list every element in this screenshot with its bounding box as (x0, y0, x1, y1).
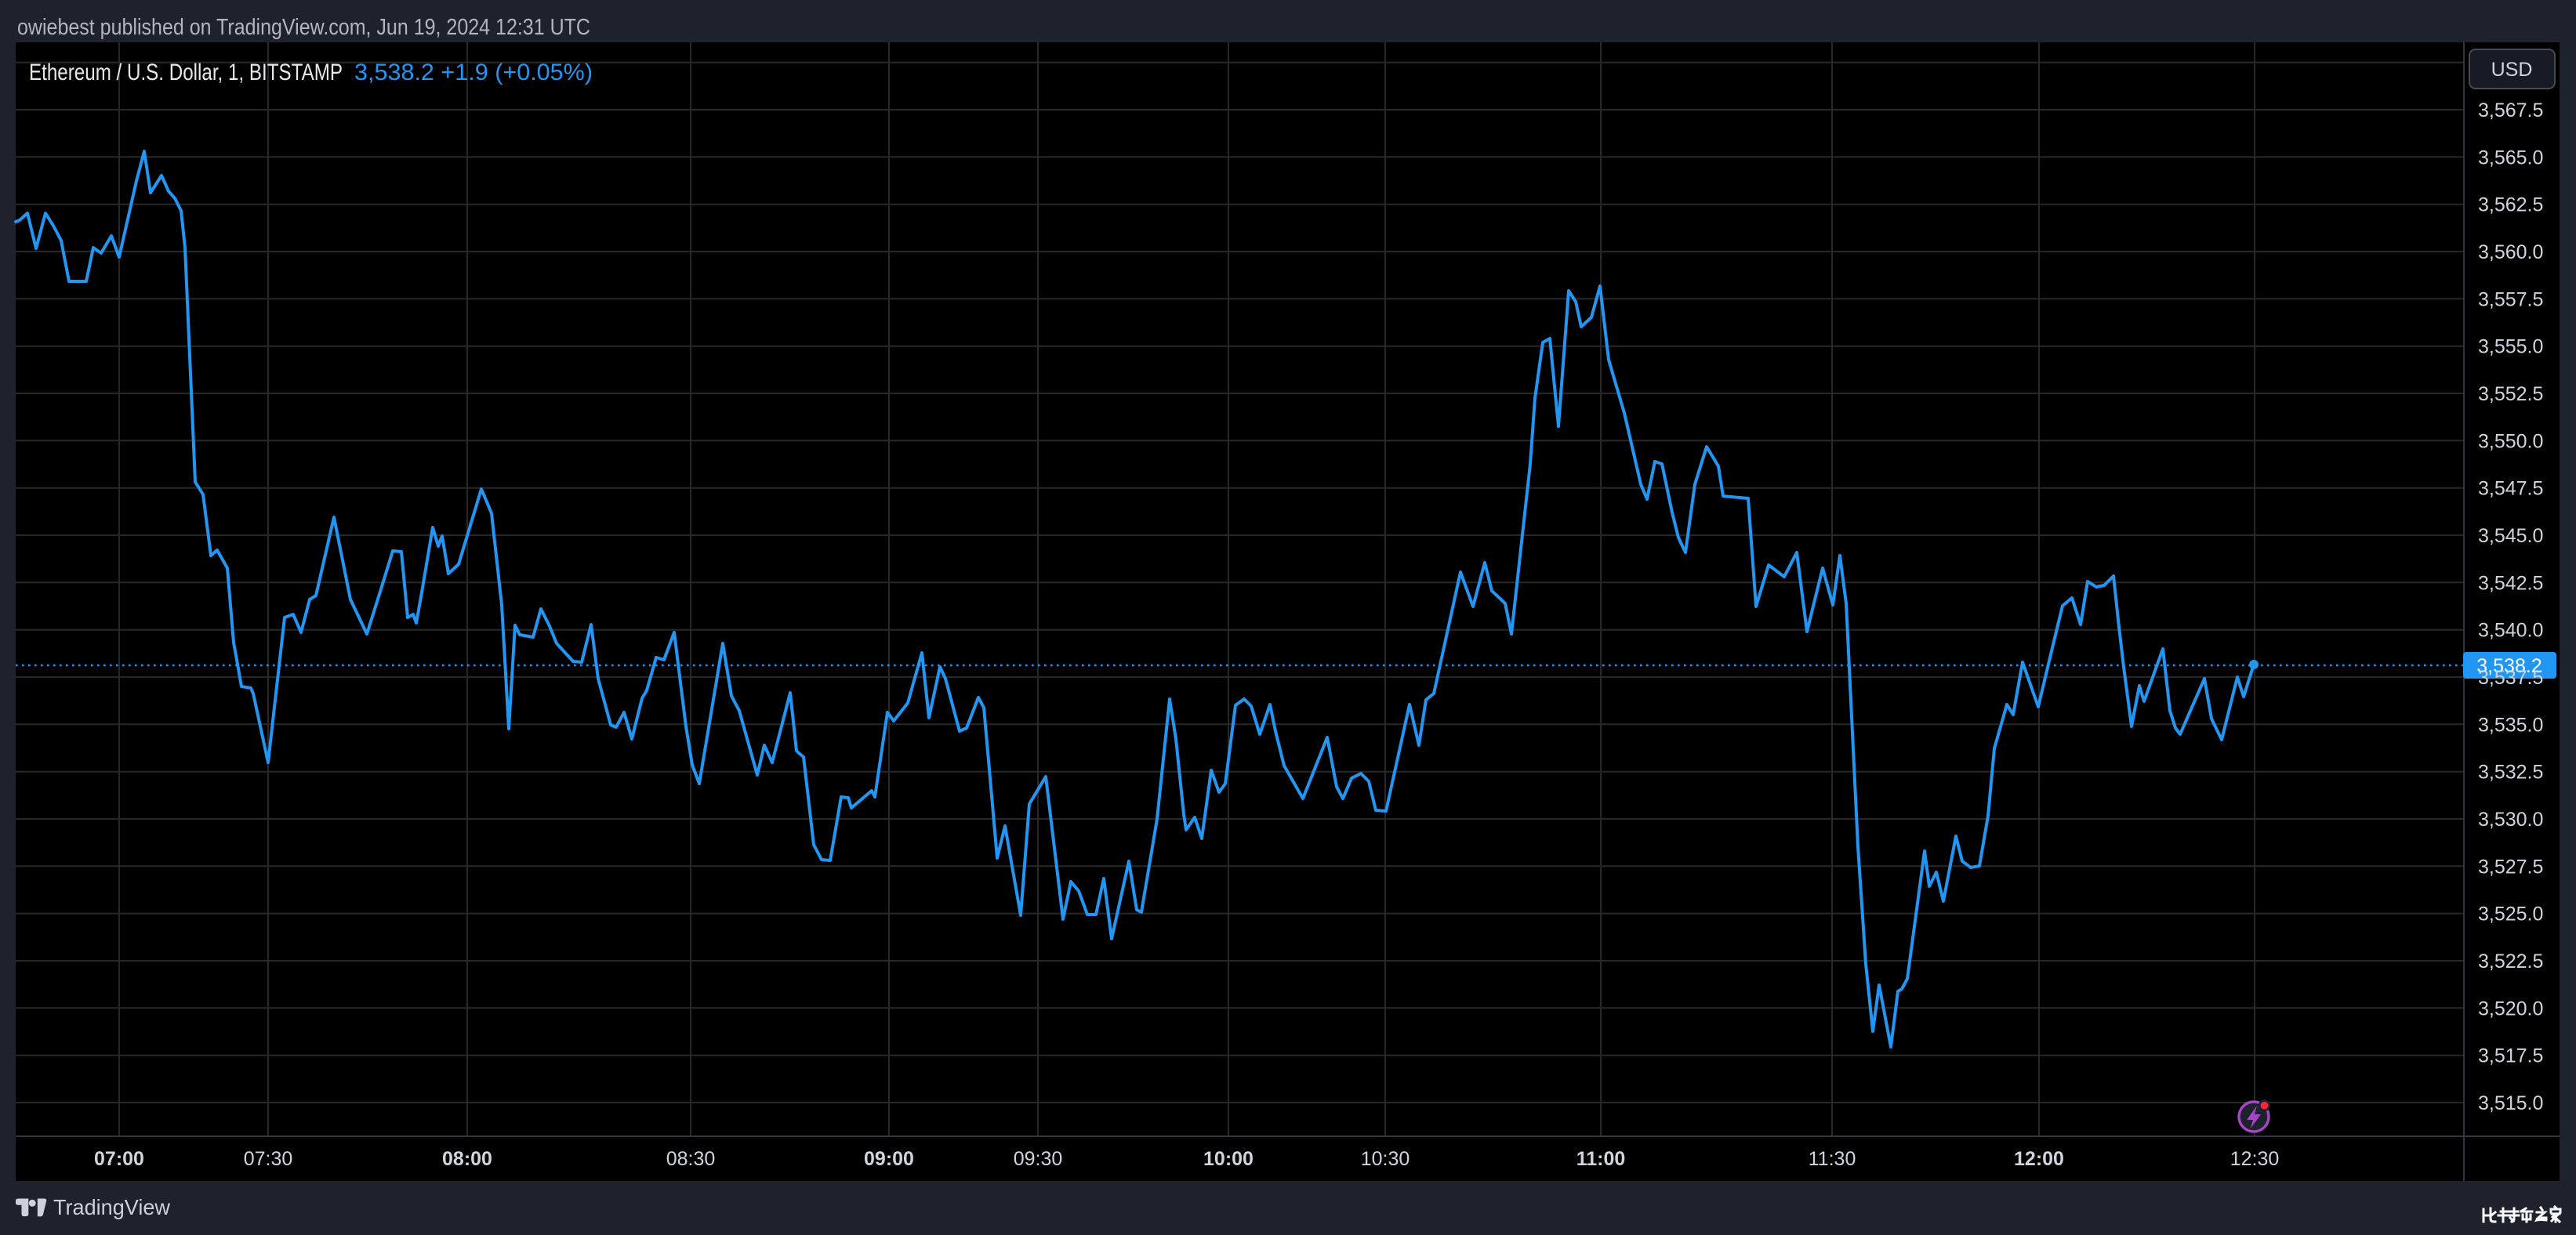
svg-text:3,545.0: 3,545.0 (2478, 525, 2543, 547)
svg-text:3,540.0: 3,540.0 (2478, 620, 2543, 642)
svg-text:USD: USD (2491, 59, 2533, 81)
svg-text:3,537.5: 3,537.5 (2478, 667, 2543, 689)
svg-text:3,525.0: 3,525.0 (2478, 904, 2543, 925)
svg-text:3,542.5: 3,542.5 (2478, 572, 2543, 594)
svg-text:3,565.0: 3,565.0 (2478, 147, 2543, 168)
svg-text:3,522.5: 3,522.5 (2478, 951, 2543, 972)
svg-text:3,538.2: 3,538.2 (2476, 655, 2542, 677)
svg-text:3,552.5: 3,552.5 (2478, 383, 2543, 405)
svg-text:3,550.0: 3,550.0 (2478, 430, 2543, 452)
svg-text:3,555.0: 3,555.0 (2478, 336, 2543, 358)
svg-text:08:00: 08:00 (442, 1148, 492, 1170)
svg-text:3,527.5: 3,527.5 (2478, 856, 2543, 878)
svg-text:TradingView: TradingView (53, 1195, 171, 1219)
svg-text:3,557.5: 3,557.5 (2478, 288, 2543, 310)
svg-text:12:30: 12:30 (2230, 1148, 2280, 1170)
svg-text:09:00: 09:00 (864, 1148, 914, 1170)
svg-text:07:30: 07:30 (244, 1148, 293, 1170)
svg-text:3,567.5: 3,567.5 (2478, 100, 2543, 121)
svg-text:3,532.5: 3,532.5 (2478, 762, 2543, 784)
svg-text:10:00: 10:00 (1203, 1148, 1254, 1170)
svg-text:3,530.0: 3,530.0 (2478, 809, 2543, 831)
svg-text:07:00: 07:00 (94, 1148, 144, 1170)
svg-text:10:30: 10:30 (1361, 1148, 1410, 1170)
svg-text:3,535.0: 3,535.0 (2478, 714, 2543, 736)
svg-text:08:30: 08:30 (666, 1148, 716, 1170)
svg-text:09:30: 09:30 (1014, 1148, 1063, 1170)
svg-text:3,517.5: 3,517.5 (2478, 1045, 2543, 1067)
svg-text:3,520.0: 3,520.0 (2478, 998, 2543, 1020)
svg-text:3,515.0: 3,515.0 (2478, 1092, 2543, 1114)
svg-text:Ethereum / U.S. Dollar, 1, BIT: Ethereum / U.S. Dollar, 1, BITSTAMP (29, 60, 343, 85)
svg-text:3,562.5: 3,562.5 (2478, 194, 2543, 216)
svg-text:owiebest published on TradingV: owiebest published on TradingView.com, J… (17, 15, 590, 40)
svg-text:3,538.2 +1.9 (+0.05%): 3,538.2 +1.9 (+0.05%) (354, 60, 593, 85)
svg-text:3,547.5: 3,547.5 (2478, 478, 2543, 500)
svg-text:11:30: 11:30 (1809, 1148, 1856, 1170)
svg-text:3,560.0: 3,560.0 (2478, 241, 2543, 263)
svg-text:12:00: 12:00 (2014, 1148, 2064, 1170)
svg-text:11:00: 11:00 (1576, 1148, 1626, 1170)
